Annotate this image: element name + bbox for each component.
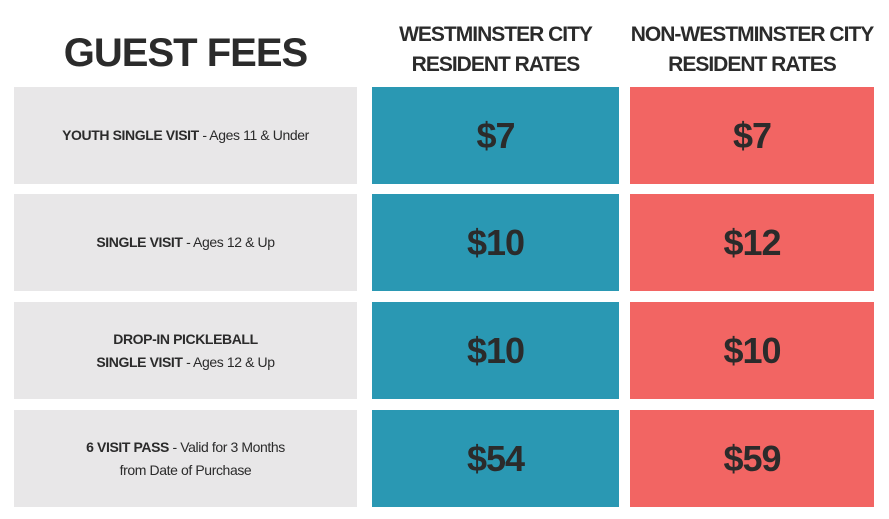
fee-name: SINGLE VISIT bbox=[96, 234, 183, 250]
non-resident-price-cell: $7 bbox=[630, 87, 874, 184]
resident-price-cell: $7 bbox=[372, 87, 619, 184]
header-line: RESIDENT RATES bbox=[411, 53, 581, 76]
fee-detail: - Ages 12 & Up bbox=[182, 234, 275, 250]
non-resident-price-cell: $59 bbox=[630, 410, 874, 507]
non-resident-price: $10 bbox=[723, 329, 781, 371]
non-resident-price-cell: $12 bbox=[630, 194, 874, 291]
resident-price-cell: $54 bbox=[372, 410, 619, 507]
header-line: WESTMINSTER CITY bbox=[399, 23, 593, 46]
fee-detail-line2: from Date of Purchase bbox=[119, 461, 252, 478]
fee-label-cell: DROP-IN PICKLEBALL SINGLE VISIT - Ages 12… bbox=[14, 302, 357, 399]
resident-price-cell: $10 bbox=[372, 194, 619, 291]
resident-price-cell: $10 bbox=[372, 302, 619, 399]
fee-label-cell: 6 VISIT PASS - Valid for 3 Months from Da… bbox=[14, 410, 357, 507]
fee-name-line1: DROP-IN PICKLEBALL bbox=[113, 330, 258, 347]
resident-price: $10 bbox=[466, 329, 525, 371]
non-resident-price: $12 bbox=[723, 221, 781, 263]
resident-price: $54 bbox=[466, 437, 525, 479]
fee-detail: - Ages 11 & Under bbox=[198, 127, 309, 143]
title-text: GUEST FEES bbox=[63, 31, 308, 75]
non-resident-column-header: NON-WESTMINSTER CITY RESIDENT RATES bbox=[630, 20, 874, 80]
page-title: GUEST FEES bbox=[14, 28, 357, 78]
fee-name: SINGLE VISIT bbox=[96, 353, 183, 370]
non-resident-price: $7 bbox=[732, 114, 772, 156]
fee-name: YOUTH SINGLE VISIT bbox=[62, 127, 199, 143]
header-line: RESIDENT RATES bbox=[668, 53, 837, 76]
fee-detail: - Ages 12 & Up bbox=[182, 353, 275, 370]
header-line: NON-WESTMINSTER CITY bbox=[630, 23, 874, 46]
fee-label-cell: YOUTH SINGLE VISIT - Ages 11 & Under bbox=[14, 87, 357, 184]
fee-name: 6 VISIT PASS bbox=[86, 438, 169, 455]
resident-price: $7 bbox=[476, 114, 515, 156]
resident-column-header: WESTMINSTER CITY RESIDENT RATES bbox=[372, 20, 619, 80]
non-resident-price-cell: $10 bbox=[630, 302, 874, 399]
resident-price: $10 bbox=[466, 221, 525, 263]
fee-detail: - Valid for 3 Months bbox=[169, 438, 285, 455]
non-resident-price: $59 bbox=[723, 437, 781, 479]
fee-label-cell: SINGLE VISIT - Ages 12 & Up bbox=[14, 194, 357, 291]
